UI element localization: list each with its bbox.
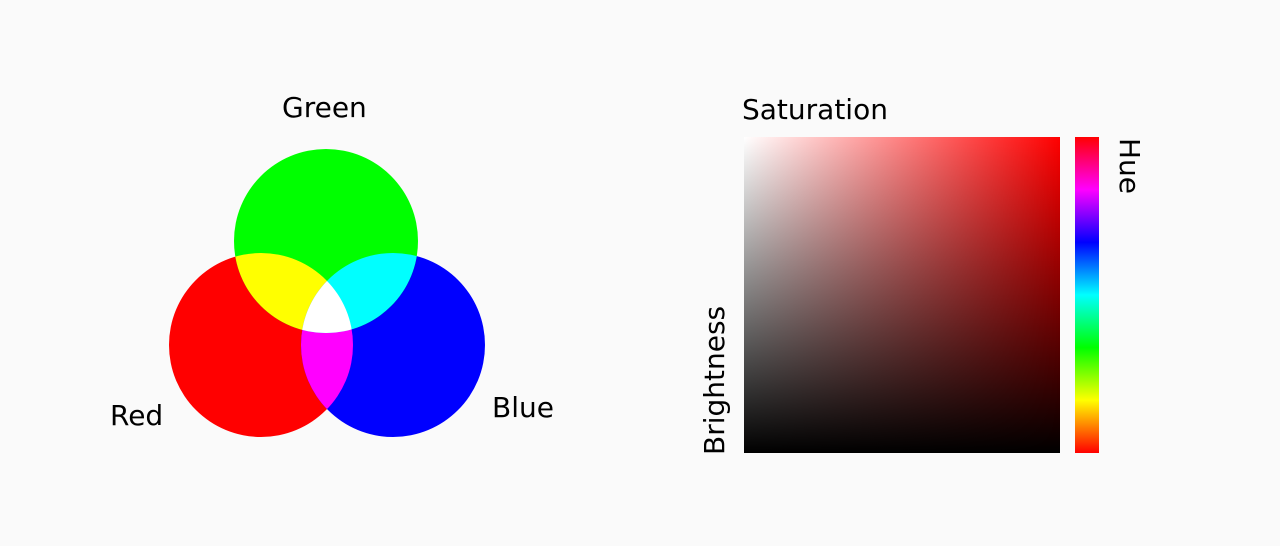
yellow-overlap xyxy=(234,253,353,333)
green-label: Green xyxy=(282,91,367,124)
hue-strip xyxy=(1075,137,1099,453)
hue-label: Hue xyxy=(1113,138,1146,195)
red-label: Red xyxy=(110,399,164,432)
saturation-brightness-square xyxy=(744,137,1060,453)
brightness-label: Brightness xyxy=(698,305,731,455)
saturation-label: Saturation xyxy=(742,93,888,126)
rgb-venn-diagram xyxy=(169,149,485,437)
cyan-overlap xyxy=(301,253,418,333)
blue-label: Blue xyxy=(492,391,554,424)
